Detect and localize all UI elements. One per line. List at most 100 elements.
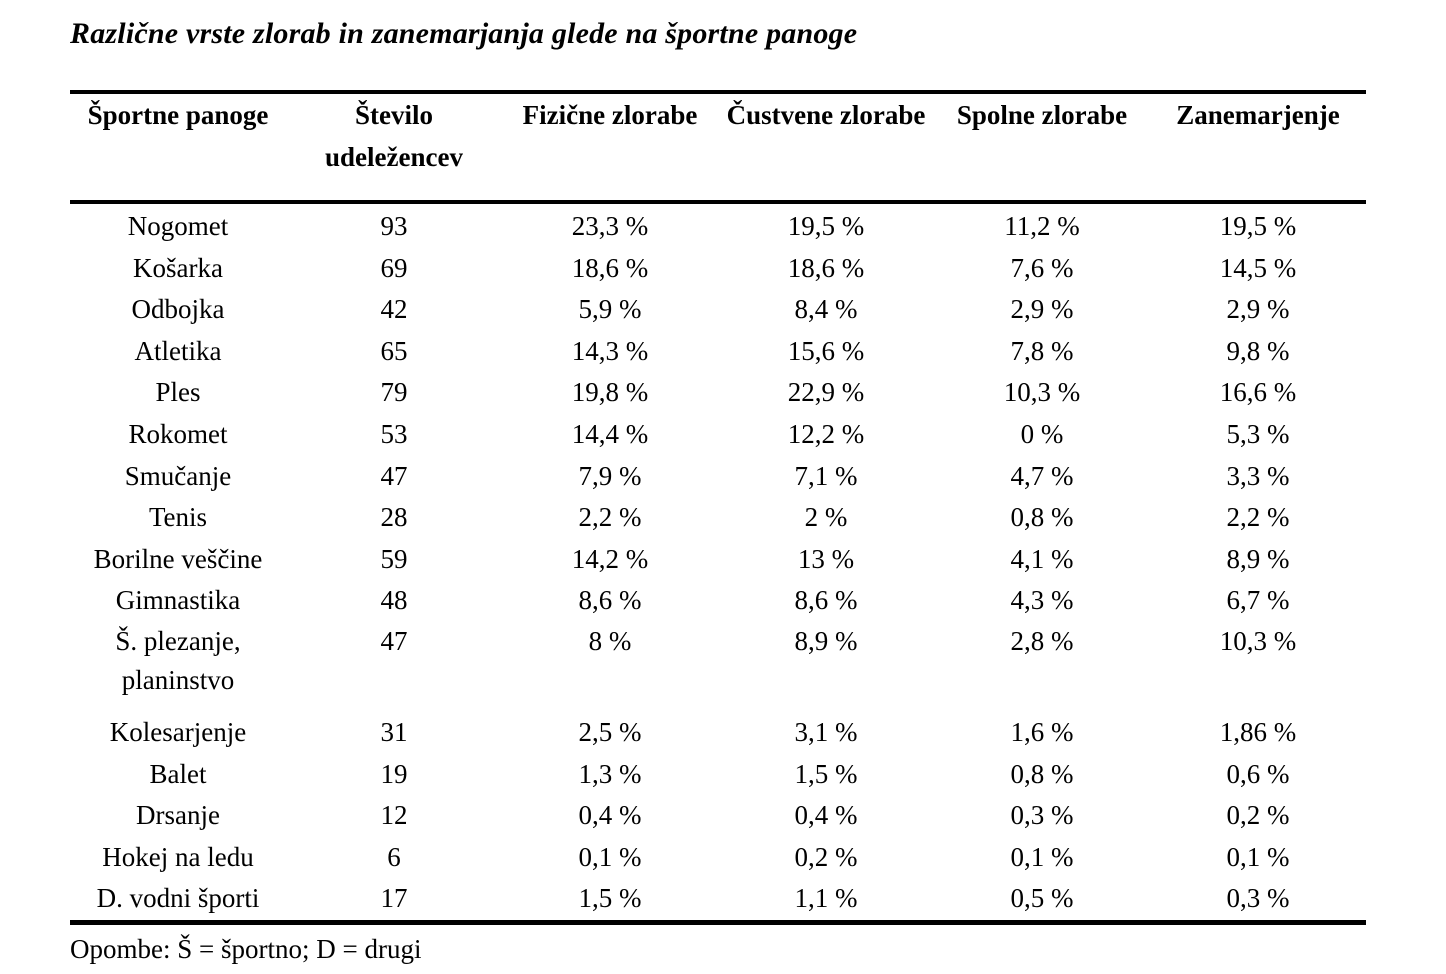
- table-cell: Odbojka: [131, 294, 225, 325]
- table-cell: 14,2 %: [571, 543, 649, 574]
- table-cell: 1,1 %: [794, 883, 858, 914]
- table-row: Balet 19 1,3 % 1,5 % 0,8 % 0,6 %: [70, 754, 1366, 796]
- table-cell: 19,8 %: [571, 377, 649, 408]
- table-note: Opombe: Š = športno; D = drugi: [70, 933, 422, 964]
- table-cell: 9,8 %: [1226, 335, 1290, 366]
- table-cell: 8,6 %: [794, 585, 858, 616]
- table-cell: 18,6 %: [787, 252, 865, 283]
- table-cell: 19,5 %: [1219, 211, 1297, 241]
- table-cell: 4,7 %: [1010, 460, 1074, 491]
- table-cell: Kolesarjenje: [109, 716, 247, 747]
- table-row: Š. plezanje, planinstvo 47 8 % 8,9 % 2,8 % 10…: [70, 622, 1366, 712]
- column-header-participants: Število udeležencev: [286, 92, 502, 204]
- table-cell: 1,3 %: [578, 758, 642, 789]
- table-cell: 7,6 %: [1010, 252, 1074, 283]
- table-cell: 0,5 %: [1010, 883, 1074, 914]
- table-cell: Ples: [155, 377, 201, 408]
- table-cell: Borilne veščine: [93, 543, 263, 574]
- table-cell: 13 %: [797, 543, 855, 574]
- table-cell: 59: [380, 543, 408, 574]
- table-cell: 79: [380, 377, 408, 408]
- table-cell: 4,3 %: [1010, 585, 1074, 616]
- table-cell: 2 %: [804, 502, 848, 533]
- table-cell: 0,1 %: [578, 841, 642, 872]
- table-cell: 0,3 %: [1010, 800, 1074, 831]
- table-cell: 48: [380, 585, 408, 616]
- table-row: Gimnastika 48 8,6 % 8,6 % 4,3 % 6,7 %: [70, 580, 1366, 622]
- table-cell: 0,4 %: [578, 800, 642, 831]
- table-cell: 0,2 %: [1226, 800, 1290, 831]
- table-row: Borilne veščine 59 14,2 % 13 % 4,1 % 8,9 %: [70, 539, 1366, 581]
- table-caption: Različne vrste zlorab in zanemarjanja gl…: [70, 17, 858, 50]
- table-cell: 2,5 %: [578, 716, 642, 747]
- table-cell: 0,1 %: [1010, 841, 1074, 872]
- table-cell: 2,2 %: [1226, 502, 1290, 533]
- column-header-sexual-abuse: Spolne zlorabe: [934, 92, 1150, 204]
- table-cell: D. vodni športi: [96, 883, 260, 914]
- table-cell: 7,8 %: [1010, 335, 1074, 366]
- table-cell: 18,6 %: [571, 252, 649, 283]
- table-cell: 0,4 %: [794, 800, 858, 831]
- table-row: Odbojka 42 5,9 % 8,4 % 2,9 % 2,9 %: [70, 289, 1366, 331]
- table-cell: 0,1 %: [1226, 841, 1290, 872]
- table-cell: 0,3 %: [1226, 883, 1290, 914]
- table-cell: 14,3 %: [571, 335, 649, 366]
- table-cell: 23,3 %: [571, 211, 649, 241]
- table-cell: 3,3 %: [1226, 460, 1290, 491]
- table-cell: 2,2 %: [578, 502, 642, 533]
- table-cell: 28: [380, 502, 408, 533]
- table-cell: Balet: [149, 758, 207, 789]
- table-cell: 6: [387, 841, 401, 872]
- table-cell: 31: [380, 716, 408, 747]
- table-cell: 47: [380, 460, 408, 491]
- table-cell: 1,6 %: [1010, 716, 1074, 747]
- table-cell: 14,5 %: [1219, 252, 1297, 283]
- table-cell: 53: [380, 418, 408, 449]
- table-cell: 7,1 %: [794, 460, 858, 491]
- table-cell: 8,6 %: [578, 585, 642, 616]
- table-cell: 42: [380, 294, 408, 325]
- table-cell: 19: [380, 758, 408, 789]
- table-cell: 17: [380, 883, 408, 914]
- table-cell: Košarka: [133, 252, 223, 283]
- table-row: Drsanje 12 0,4 % 0,4 % 0,3 % 0,2 %: [70, 795, 1366, 837]
- table-cell: 0,6 %: [1226, 758, 1290, 789]
- table-cell: 2,9 %: [1010, 294, 1074, 325]
- table-cell: 6,7 %: [1226, 585, 1290, 616]
- header-row: Športne panoge Število udeležencev Fizič…: [70, 92, 1366, 204]
- table-cell: Drsanje: [136, 800, 220, 831]
- table-cell: Š. plezanje, planinstvo: [115, 625, 241, 695]
- table-cell: 10,3 %: [1219, 625, 1297, 656]
- table-cell: Rokomet: [128, 418, 228, 449]
- table-cell: Nogomet: [127, 211, 229, 241]
- table-row: Ples 79 19,8 % 22,9 % 10,3 % 16,6 %: [70, 372, 1366, 414]
- table-cell: Hokej na ledu: [102, 841, 254, 872]
- column-header-emotional-abuse: Čustvene zlorabe: [718, 92, 934, 204]
- table-row: Smučanje 47 7,9 % 7,1 % 4,7 % 3,3 %: [70, 456, 1366, 498]
- table-row: Košarka 69 18,6 % 18,6 % 7,6 % 14,5 %: [70, 248, 1366, 290]
- table-cell: 0 %: [1020, 418, 1064, 449]
- table-cell: Atletika: [134, 335, 222, 366]
- table-cell: Smučanje: [124, 460, 232, 491]
- table-row: Nogomet 93 23,3 % 19,5 % 11,2 % 19,5 %: [70, 202, 1366, 248]
- table-row: D. vodni športi 17 1,5 % 1,1 % 0,5 % 0,3 %: [70, 878, 1366, 922]
- table-row: Tenis 28 2,2 % 2 % 0,8 % 2,2 %: [70, 497, 1366, 539]
- table-cell: 1,5 %: [578, 883, 642, 914]
- table-cell: 8,9 %: [794, 625, 858, 656]
- table-cell: 5,9 %: [578, 294, 642, 325]
- table-body: Nogomet 93 23,3 % 19,5 % 11,2 % 19,5 % Košarka…: [70, 202, 1366, 922]
- table-cell: 14,4 %: [571, 418, 649, 449]
- table-cell: 15,6 %: [787, 335, 865, 366]
- table-row: Hokej na ledu 6 0,1 % 0,2 % 0,1 % 0,1 %: [70, 837, 1366, 879]
- table-cell: 16,6 %: [1219, 377, 1297, 408]
- table-cell: 12,2 %: [787, 418, 865, 449]
- table-cell: 0,2 %: [794, 841, 858, 872]
- table-cell: 93: [380, 211, 408, 241]
- table-cell: 10,3 %: [1003, 377, 1081, 408]
- table-cell: 69: [380, 252, 408, 283]
- table-cell: 19,5 %: [787, 211, 865, 241]
- table-cell: 7,9 %: [578, 460, 642, 491]
- table-cell: 1,5 %: [794, 758, 858, 789]
- column-header-sport: Športne panoge: [70, 92, 286, 204]
